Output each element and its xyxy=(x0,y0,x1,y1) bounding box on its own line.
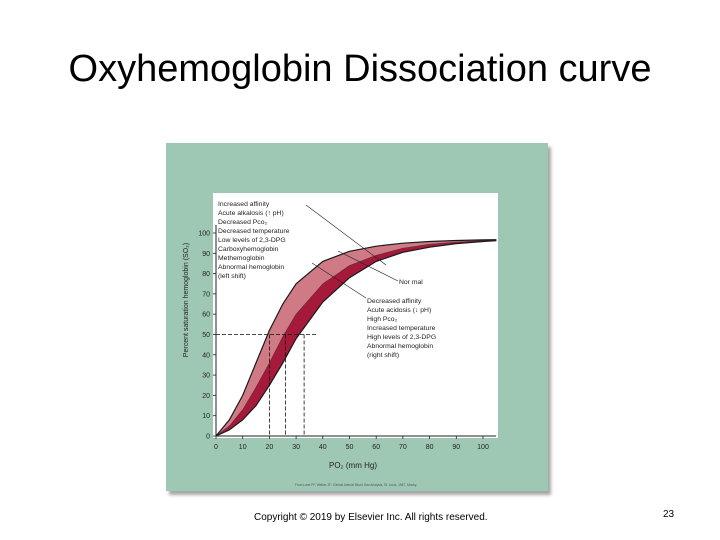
page-number: 23 xyxy=(663,509,675,520)
right-shift-annotation-line: Abnormal hemoglobin xyxy=(367,343,433,350)
left-shift-band xyxy=(216,239,497,436)
x-tick-label: 30 xyxy=(292,444,300,451)
left-shift-annotation-line: Decreased temperature xyxy=(218,228,290,235)
left-shift-pointer xyxy=(305,204,387,266)
slide-title: Oxyhemoglobin Dissociation curve xyxy=(68,48,652,90)
normal-label: Nor mal xyxy=(399,279,423,286)
y-tick-label: 0 xyxy=(206,434,210,441)
copyright-notice: Copyright © 2019 by Elsevier Inc. All ri… xyxy=(254,512,488,523)
left-shift-annotation-line: (left shift) xyxy=(218,273,246,280)
figure-source-credit: From Lane PF, Walker JF: Clinical Arteri… xyxy=(295,483,417,487)
left-shift-annotation-line: Acute alkalosis (↑ pH) xyxy=(218,210,284,217)
x-tick-label: 50 xyxy=(346,444,354,451)
right-shift-annotation-line: High levels of 2,3-DPG xyxy=(367,334,436,341)
right-shift-pointer xyxy=(311,262,367,299)
y-tick-label: 100 xyxy=(198,231,210,238)
x-tick-label: 100 xyxy=(477,444,489,451)
right-shift-annotation-line: (right shift) xyxy=(367,352,399,359)
x-axis-label: PO₂ (mm Hg) xyxy=(329,461,377,470)
y-tick-label: 50 xyxy=(202,332,210,339)
x-tick-label: 20 xyxy=(266,444,274,451)
right-shift-band xyxy=(216,240,497,436)
y-tick-label: 70 xyxy=(202,291,210,298)
left-shift-annotation-line: Low levels of 2,3-DPG xyxy=(218,237,286,244)
left-shift-curve xyxy=(215,239,497,437)
left-shift-annotation-line: Decreased Pco₂ xyxy=(218,219,267,226)
y-tick-label: 80 xyxy=(202,271,210,278)
left-shift-annotation-line: Methemoglobin xyxy=(218,255,265,262)
left-shift-annotation-line: Increased affinity xyxy=(218,201,270,208)
y-tick-label: 40 xyxy=(202,352,210,359)
right-shift-annotation-line: Acute acidosis (↓ pH) xyxy=(367,307,431,314)
y-tick-label: 30 xyxy=(202,373,210,380)
normal-pointer xyxy=(337,250,399,282)
y-axis-label: Percent saturation hemoglobin (SO₂) xyxy=(183,243,190,357)
x-tick-label: 40 xyxy=(319,444,327,451)
y-tick-label: 60 xyxy=(202,312,210,319)
y-tick-label: 90 xyxy=(202,251,210,258)
x-tick-label: 70 xyxy=(399,444,407,451)
x-tick-label: 60 xyxy=(372,444,380,451)
dissociation-chart: 0 10 20 30 40 50 60 70 80 90 100 0 10 20 30 40 50 60 70 80 9… xyxy=(183,193,498,487)
x-tick-label: 10 xyxy=(239,444,247,451)
y-tick-label: 20 xyxy=(202,393,210,400)
y-tick-label: 10 xyxy=(202,413,210,420)
x-tick-label: 90 xyxy=(452,444,460,451)
right-shift-annotation-line: Increased temperature xyxy=(367,325,436,332)
x-tick-label: 80 xyxy=(426,444,434,451)
left-shift-annotation-line: Carboxyhemoglobin xyxy=(218,246,279,253)
right-shift-annotation-line: High Pco₂ xyxy=(367,316,398,323)
right-shift-curve xyxy=(215,240,497,437)
x-tick-label: 0 xyxy=(214,444,218,451)
left-shift-annotation-line: Abnormal hemoglobin xyxy=(218,264,284,271)
normal-curve xyxy=(215,239,497,437)
figure-card: 0 10 20 30 40 50 60 70 80 90 100 0 10 20 30 40 50 60 70 80 9… xyxy=(166,143,548,491)
right-shift-annotation-line: Decreased affinity xyxy=(367,298,422,305)
